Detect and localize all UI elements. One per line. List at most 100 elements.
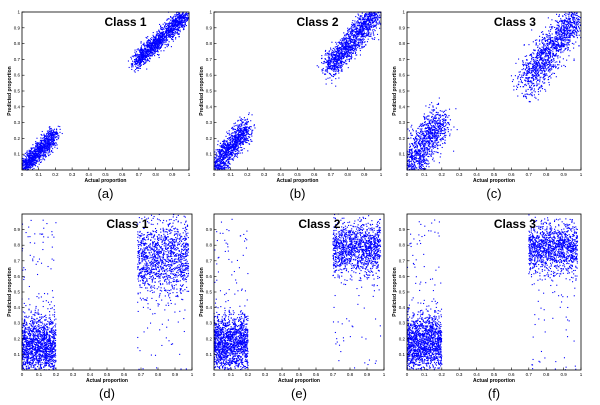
- data-point: [23, 163, 24, 164]
- data-point: [27, 155, 28, 156]
- data-point: [166, 32, 167, 33]
- data-point: [168, 24, 169, 25]
- data-point: [229, 167, 230, 168]
- data-point: [373, 29, 374, 30]
- data-point: [326, 83, 327, 84]
- data-point: [53, 139, 54, 140]
- data-point: [217, 144, 218, 145]
- data-point: [161, 39, 162, 40]
- data-point: [35, 146, 36, 147]
- data-point: [164, 38, 165, 39]
- data-point: [244, 124, 245, 125]
- data-point: [360, 16, 361, 17]
- data-point: [370, 23, 371, 24]
- data-point: [370, 17, 371, 18]
- data-point: [240, 128, 241, 129]
- data-point: [328, 65, 329, 66]
- data-point: [326, 55, 327, 56]
- data-point: [147, 60, 148, 61]
- data-point: [339, 54, 340, 55]
- data-point: [167, 28, 168, 29]
- data-point: [139, 64, 140, 65]
- data-point: [151, 43, 152, 44]
- data-point: [370, 34, 371, 35]
- data-point: [340, 53, 341, 54]
- data-point: [49, 127, 50, 128]
- data-point: [49, 144, 50, 145]
- data-point: [228, 166, 229, 167]
- data-point: [351, 31, 352, 32]
- data-point: [33, 157, 34, 158]
- data-point: [337, 61, 338, 62]
- data-point: [48, 138, 49, 139]
- data-point: [240, 126, 241, 127]
- data-point: [166, 31, 167, 32]
- data-point: [177, 20, 178, 21]
- data-point: [348, 36, 349, 37]
- data-point: [183, 16, 184, 17]
- data-point: [155, 47, 156, 48]
- x-tick-label: 0.9: [169, 172, 176, 177]
- data-point: [220, 152, 221, 153]
- data-point: [250, 120, 251, 121]
- data-point: [35, 151, 36, 152]
- data-point: [37, 151, 38, 152]
- data-point: [28, 153, 29, 154]
- data-point: [39, 164, 40, 165]
- y-tick-label: 0.8: [14, 41, 21, 46]
- data-point: [240, 134, 241, 135]
- data-point: [327, 68, 328, 69]
- data-point: [342, 51, 343, 52]
- data-point: [231, 152, 232, 153]
- data-point: [49, 148, 50, 149]
- data-point: [167, 35, 168, 36]
- data-point: [245, 137, 246, 138]
- plot-title-a: Class 1: [105, 15, 147, 29]
- data-point: [163, 29, 164, 30]
- data-point: [173, 25, 174, 26]
- data-point: [325, 58, 326, 59]
- data-point: [241, 141, 242, 142]
- data-point: [38, 150, 39, 151]
- data-point: [348, 32, 349, 33]
- data-point: [225, 148, 226, 149]
- data-point: [153, 36, 154, 37]
- data-point: [362, 13, 363, 14]
- data-point: [358, 29, 359, 30]
- data-point: [230, 141, 231, 142]
- data-point: [161, 45, 162, 46]
- data-point: [168, 45, 169, 46]
- data-point: [330, 74, 331, 75]
- data-point: [135, 53, 136, 54]
- data-point: [330, 63, 331, 64]
- data-point: [369, 19, 370, 20]
- data-point: [36, 163, 37, 164]
- data-point: [156, 48, 157, 49]
- data-point: [424, 119, 425, 120]
- data-point: [154, 50, 155, 51]
- data-point: [235, 149, 236, 150]
- data-point: [233, 132, 234, 133]
- data-point: [330, 53, 331, 54]
- data-point: [161, 33, 162, 34]
- data-point: [158, 30, 159, 31]
- data-point: [222, 146, 223, 147]
- data-point: [219, 158, 220, 159]
- data-point: [162, 34, 163, 35]
- data-point: [186, 21, 187, 22]
- data-point: [227, 153, 228, 154]
- data-point: [235, 155, 236, 156]
- data-point: [237, 157, 238, 158]
- data-point: [184, 18, 185, 19]
- data-point: [376, 25, 377, 26]
- data-point: [338, 71, 339, 72]
- data-point: [146, 52, 147, 53]
- data-point: [231, 128, 232, 129]
- data-point: [372, 13, 373, 14]
- data-point: [225, 149, 226, 150]
- data-point: [23, 158, 24, 159]
- x-tick-label: 1: [380, 172, 383, 177]
- data-point: [248, 136, 249, 137]
- data-point: [228, 168, 229, 169]
- data-point: [33, 162, 34, 163]
